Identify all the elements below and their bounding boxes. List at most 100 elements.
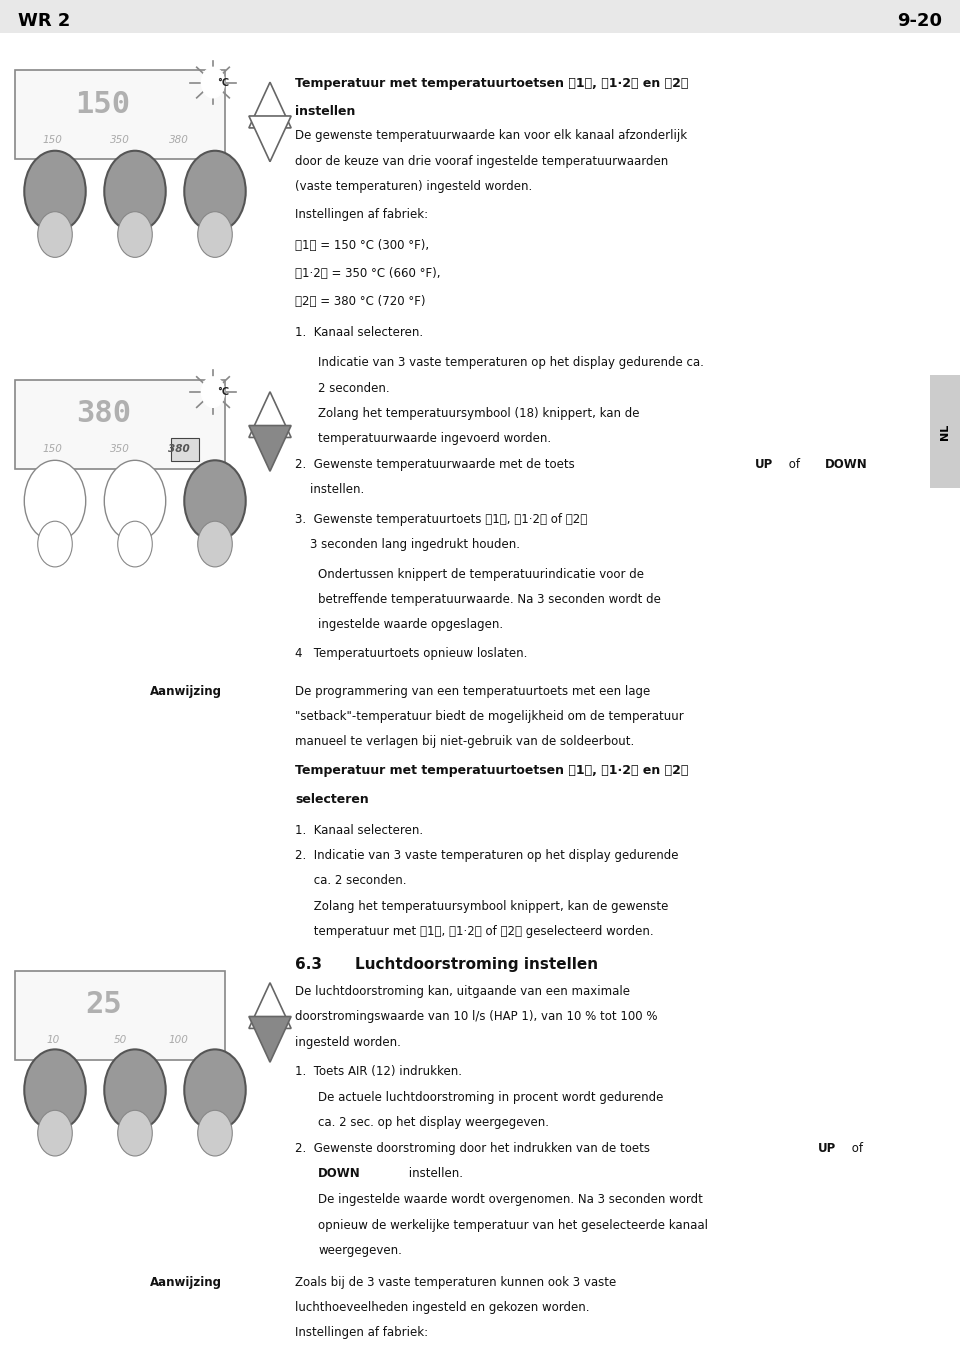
- Text: ca. 2 sec. op het display weergegeven.: ca. 2 sec. op het display weergegeven.: [318, 1116, 549, 1130]
- Text: temperatuurwaarde ingevoerd worden.: temperatuurwaarde ingevoerd worden.: [318, 433, 551, 445]
- FancyBboxPatch shape: [0, 0, 960, 32]
- Text: ⌔2⌕: ⌔2⌕: [207, 468, 223, 478]
- Circle shape: [184, 460, 246, 541]
- FancyBboxPatch shape: [171, 438, 199, 460]
- Text: ECO: ECO: [206, 1112, 224, 1120]
- FancyBboxPatch shape: [930, 375, 960, 488]
- Text: UP: UP: [755, 457, 773, 471]
- Text: 10: 10: [46, 1035, 60, 1046]
- Text: 6.3: 6.3: [295, 957, 322, 971]
- Text: 9-20: 9-20: [897, 12, 942, 30]
- Text: ←: ←: [132, 1112, 138, 1120]
- Text: ingesteld worden.: ingesteld worden.: [295, 1035, 401, 1049]
- Text: DOWN: DOWN: [318, 1166, 361, 1180]
- Text: Zolang het temperatuursymbool knippert, kan de gewenste: Zolang het temperatuursymbool knippert, …: [295, 900, 668, 912]
- Text: 3 seconden lang ingedrukt houden.: 3 seconden lang ingedrukt houden.: [295, 538, 520, 552]
- Text: De actuele luchtdoorstroming in procent wordt gedurende: De actuele luchtdoorstroming in procent …: [318, 1091, 663, 1104]
- Text: 1.  Toets AIR (12) indrukken.: 1. Toets AIR (12) indrukken.: [295, 1065, 462, 1078]
- Text: weergegeven.: weergegeven.: [318, 1243, 402, 1257]
- Text: betreffende temperatuurwaarde. Na 3 seconden wordt de: betreffende temperatuurwaarde. Na 3 seco…: [318, 593, 660, 606]
- Text: door de keuze van drie vooraf ingestelde temperatuurwaarden: door de keuze van drie vooraf ingestelde…: [295, 154, 668, 168]
- Text: ⌔1·2⌕: ⌔1·2⌕: [122, 158, 149, 168]
- Text: Luchtdoorstroming instellen: Luchtdoorstroming instellen: [355, 957, 598, 971]
- Text: 2 seconden.: 2 seconden.: [318, 382, 390, 395]
- Circle shape: [184, 150, 246, 231]
- Circle shape: [198, 1111, 232, 1155]
- Text: luchthoeveelheden ingesteld en gekozen worden.: luchthoeveelheden ingesteld en gekozen w…: [295, 1302, 589, 1314]
- Text: Aanwijzing: Aanwijzing: [150, 685, 222, 698]
- Text: Zolang het temperatuursymbool (18) knippert, kan de: Zolang het temperatuursymbool (18) knipp…: [318, 407, 639, 421]
- Circle shape: [118, 1111, 153, 1155]
- Bar: [15, 70, 225, 160]
- Text: De gewenste temperatuurwaarde kan voor elk kanaal afzonderlijk: De gewenste temperatuurwaarde kan voor e…: [295, 130, 687, 142]
- Text: selecteren: selecteren: [295, 793, 369, 805]
- Text: 380: 380: [169, 135, 189, 145]
- Text: De luchtdoorstroming kan, uitgaande van een maximale: De luchtdoorstroming kan, uitgaande van …: [295, 985, 630, 999]
- Text: 2.  Indicatie van 3 vaste temperaturen op het display gedurende: 2. Indicatie van 3 vaste temperaturen op…: [295, 848, 679, 862]
- Bar: [15, 971, 225, 1059]
- Polygon shape: [249, 116, 291, 161]
- Text: 3.  Gewenste temperatuurtoets ⌔1⌕, ⌔1·2⌕ of ⌔2⌕: 3. Gewenste temperatuurtoets ⌔1⌕, ⌔1·2⌕ …: [295, 513, 588, 526]
- Circle shape: [198, 211, 232, 257]
- Text: instellen: instellen: [295, 106, 355, 118]
- Text: 50: 50: [113, 1035, 127, 1046]
- Text: NL: NL: [940, 423, 950, 440]
- Text: ⌔1·2⌕ = 350 °C (660 °F),: ⌔1·2⌕ = 350 °C (660 °F),: [295, 268, 441, 280]
- Text: °C: °C: [217, 387, 229, 396]
- Text: doorstromingswaarde van 10 l/s (HAP 1), van 10 % tot 100 %: doorstromingswaarde van 10 l/s (HAP 1), …: [295, 1011, 658, 1023]
- Text: 1.  Kanaal selecteren.: 1. Kanaal selecteren.: [295, 326, 423, 340]
- Text: ECO: ECO: [206, 522, 224, 532]
- Text: "setback"-temperatuur biedt de mogelijkheid om de temperatuur: "setback"-temperatuur biedt de mogelijkh…: [295, 710, 684, 723]
- Bar: [15, 380, 225, 469]
- Text: 150: 150: [76, 89, 131, 119]
- Circle shape: [105, 150, 166, 231]
- Circle shape: [202, 68, 225, 97]
- Text: ca. 2 seconden.: ca. 2 seconden.: [295, 874, 406, 888]
- Text: De programmering van een temperatuurtoets met een lage: De programmering van een temperatuurtoet…: [295, 685, 650, 698]
- Text: 150: 150: [43, 135, 62, 145]
- Text: Air: Air: [49, 522, 60, 532]
- Text: WR 2: WR 2: [18, 12, 70, 30]
- Text: 2.  Gewenste doorstroming door het indrukken van de toets: 2. Gewenste doorstroming door het indruk…: [295, 1142, 650, 1154]
- Circle shape: [37, 211, 72, 257]
- Polygon shape: [249, 426, 291, 471]
- Circle shape: [24, 460, 85, 541]
- Text: Air: Air: [49, 214, 60, 222]
- Text: ⌔1⌕ = 150 °C (300 °F),: ⌔1⌕ = 150 °C (300 °F),: [295, 239, 429, 252]
- Text: Air: Air: [49, 1112, 60, 1120]
- Circle shape: [184, 1050, 246, 1131]
- Text: ⌔2⌕ = 380 °C (720 °F): ⌔2⌕ = 380 °C (720 °F): [295, 295, 425, 308]
- Text: 2.  Gewenste temperatuurwaarde met de toets: 2. Gewenste temperatuurwaarde met de toe…: [295, 457, 579, 471]
- Text: ⌔2⌕: ⌔2⌕: [207, 1058, 223, 1066]
- Text: ⌔2⌕: ⌔2⌕: [207, 158, 223, 168]
- Text: Aanwijzing: Aanwijzing: [150, 1276, 222, 1288]
- Text: Temperatuur met temperatuurtoetsen ⌔1⌕, ⌔1·2⌕ en ⌔2⌕: Temperatuur met temperatuurtoetsen ⌔1⌕, …: [295, 77, 688, 89]
- Circle shape: [105, 460, 166, 541]
- Circle shape: [118, 521, 153, 567]
- Circle shape: [118, 211, 153, 257]
- Text: ⌔1·2⌕: ⌔1·2⌕: [122, 468, 149, 478]
- Text: of: of: [848, 1142, 863, 1154]
- Text: 25: 25: [84, 990, 122, 1019]
- Text: 380: 380: [168, 444, 190, 455]
- Text: ingestelde waarde opgeslagen.: ingestelde waarde opgeslagen.: [318, 618, 503, 630]
- Text: temperatuur met ⌔1⌕, ⌔1·2⌕ of ⌔2⌕ geselecteerd worden.: temperatuur met ⌔1⌕, ⌔1·2⌕ of ⌔2⌕ gesele…: [295, 925, 654, 938]
- Circle shape: [105, 1050, 166, 1131]
- Circle shape: [24, 1050, 85, 1131]
- Text: 4   Temperatuurtoets opnieuw loslaten.: 4 Temperatuurtoets opnieuw loslaten.: [295, 647, 527, 660]
- Text: 350: 350: [110, 135, 130, 145]
- Text: Instellingen af fabriek:: Instellingen af fabriek:: [295, 208, 428, 222]
- Text: Instellingen af fabriek:: Instellingen af fabriek:: [295, 1326, 428, 1339]
- Text: ⌔1·2⌕: ⌔1·2⌕: [122, 1058, 149, 1066]
- Polygon shape: [249, 83, 291, 129]
- Text: opnieuw de werkelijke temperatuur van het geselecteerde kanaal: opnieuw de werkelijke temperatuur van he…: [318, 1219, 708, 1231]
- Text: 150: 150: [43, 444, 62, 455]
- Polygon shape: [249, 982, 291, 1028]
- Circle shape: [202, 377, 225, 407]
- Text: Temperatuur met temperatuurtoetsen ⌔1⌕, ⌔1·2⌕ en ⌔2⌕: Temperatuur met temperatuurtoetsen ⌔1⌕, …: [295, 764, 688, 778]
- Text: 1.  Kanaal selecteren.: 1. Kanaal selecteren.: [295, 824, 423, 836]
- Text: 380: 380: [76, 399, 131, 429]
- Text: 350: 350: [110, 444, 130, 455]
- Polygon shape: [249, 392, 291, 437]
- Circle shape: [24, 150, 85, 231]
